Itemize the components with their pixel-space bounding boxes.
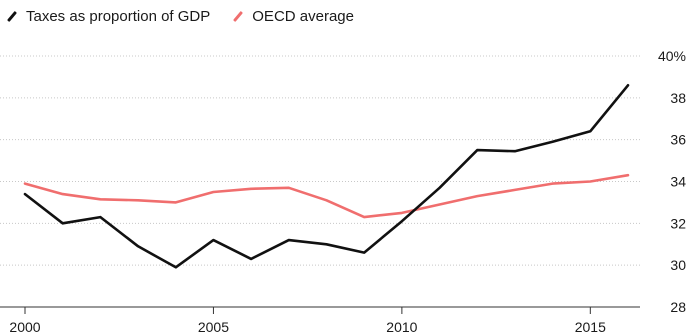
x-tick-label: 2005 xyxy=(198,319,229,335)
y-tick-label: 36 xyxy=(670,132,686,148)
chart-legend: Taxes as proportion of GDP OECD average xyxy=(6,8,376,25)
x-tick-label: 2010 xyxy=(386,319,417,335)
legend-label-taxes: Taxes as proportion of GDP xyxy=(26,8,211,25)
label-layer: 28 30 32 34 36 38 40% 2000 2005 2010 2015 xyxy=(9,48,686,335)
oecd-average-line xyxy=(23,173,630,219)
axis-layer xyxy=(0,306,640,314)
grid-layer xyxy=(0,55,640,266)
legend-item-taxes: Taxes as proportion of GDP xyxy=(6,8,210,25)
legend-label-oecd: OECD average xyxy=(252,8,354,25)
y-tick-label: 34 xyxy=(670,174,686,190)
legend-item-oecd: OECD average xyxy=(232,8,354,25)
series-layer xyxy=(23,84,630,269)
x-tick-label: 2015 xyxy=(575,319,606,335)
y-tick-label: 30 xyxy=(670,257,686,273)
taxes-gdp-line xyxy=(23,84,630,269)
y-tick-label: 38 xyxy=(670,90,686,106)
y-tick-label: 32 xyxy=(670,215,686,231)
y-tick-label: 28 xyxy=(670,299,686,315)
y-tick-label: 40% xyxy=(658,48,686,64)
x-tick-label: 2000 xyxy=(9,319,40,335)
